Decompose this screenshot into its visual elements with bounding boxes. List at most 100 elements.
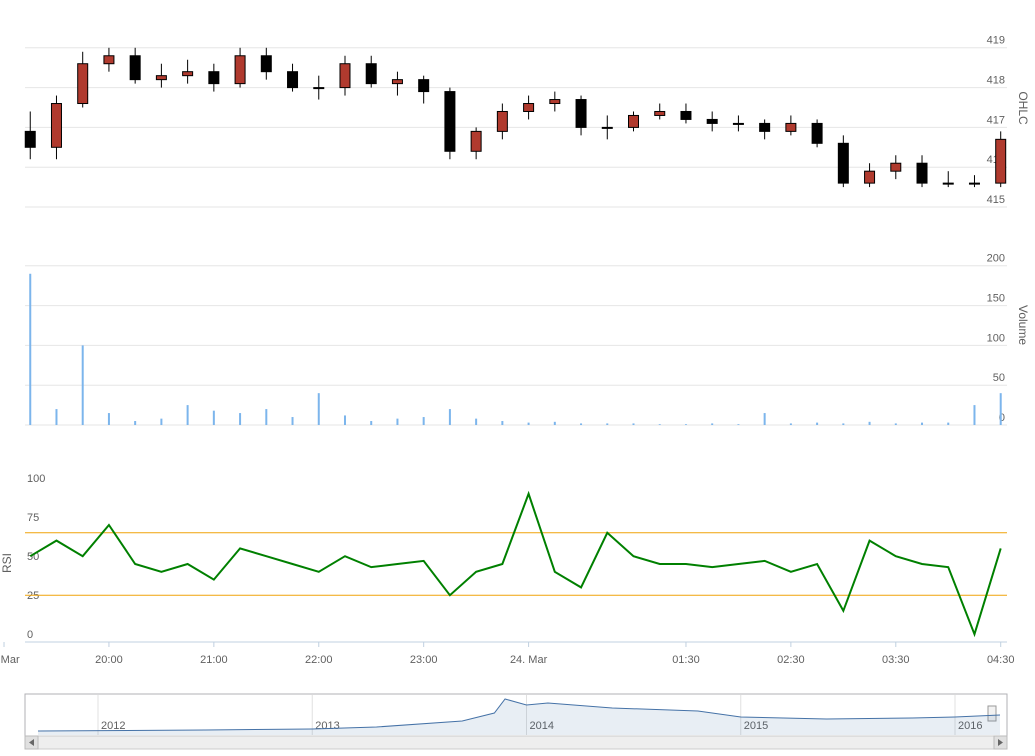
candle-body xyxy=(916,162,928,184)
candle-body xyxy=(234,55,246,85)
candle-body xyxy=(523,103,535,112)
volume-bar xyxy=(107,413,110,425)
x-tick-label: 04:30 xyxy=(987,654,1015,666)
scrollbar-track[interactable] xyxy=(24,735,1008,750)
y-tick-label: 418 xyxy=(987,75,1005,87)
candle-body xyxy=(260,55,272,73)
volume-bar xyxy=(658,424,661,425)
x-tick-label: 01:30 xyxy=(672,654,700,666)
candle-body xyxy=(890,162,902,172)
volume-bar xyxy=(160,418,163,425)
volume-bar xyxy=(134,421,137,425)
y-tick-label: 417 xyxy=(987,114,1005,126)
volume-bar xyxy=(737,424,740,425)
candle-body xyxy=(837,142,849,184)
candle-body xyxy=(77,63,89,105)
candle-body xyxy=(313,87,325,90)
volume-bar xyxy=(212,410,215,425)
volume-bar xyxy=(684,424,687,425)
candle-body xyxy=(496,110,508,132)
candle-body xyxy=(864,170,876,184)
volume-bar xyxy=(370,421,373,425)
candle-body xyxy=(365,63,377,85)
volume-bar xyxy=(422,417,425,425)
volume-bar xyxy=(527,422,530,425)
candle-body xyxy=(129,55,141,81)
candle-body xyxy=(942,182,954,185)
x-tick-label: 2015 xyxy=(744,720,768,732)
x-tick-label: 22:00 xyxy=(305,654,333,666)
volume-bar xyxy=(763,413,766,425)
volume-bar xyxy=(894,423,897,425)
volume-bar xyxy=(265,409,268,425)
candle-body xyxy=(208,71,220,85)
volume-bar xyxy=(553,421,556,425)
candle-body xyxy=(811,122,823,144)
x-tick-label: 2012 xyxy=(101,720,125,732)
volume-bar xyxy=(973,405,976,425)
x-tick-label: 3. Mar xyxy=(0,654,20,666)
y-tick-label: 0 xyxy=(27,629,33,641)
x-tick-label: 2014 xyxy=(529,720,553,732)
y-axis-title: OHLC xyxy=(1016,91,1030,125)
volume-bar xyxy=(396,418,399,425)
candle-body xyxy=(601,126,613,129)
x-tick-label: 23:00 xyxy=(410,654,438,666)
volume-bar xyxy=(816,422,819,425)
y-tick-label: 75 xyxy=(27,512,39,524)
candle-body xyxy=(654,110,666,116)
volume-bar xyxy=(448,409,451,425)
volume-bar xyxy=(868,421,871,425)
navigator-handle[interactable] xyxy=(987,705,997,722)
candle-body xyxy=(628,114,640,128)
x-tick-label: 20:00 xyxy=(95,654,123,666)
volume-bar xyxy=(606,423,609,425)
candle-body xyxy=(785,122,797,132)
volume-bar xyxy=(475,418,478,425)
x-tick-label: 21:00 xyxy=(200,654,228,666)
y-tick-label: 50 xyxy=(993,372,1005,384)
candle-body xyxy=(968,182,980,185)
volume-bar xyxy=(711,423,714,425)
volume-bar xyxy=(291,417,294,425)
volume-bar xyxy=(29,273,32,425)
x-tick-label: 03:30 xyxy=(882,654,910,666)
volume-bar xyxy=(186,405,189,425)
x-tick-label: 2016 xyxy=(958,720,982,732)
volume-bar xyxy=(81,345,84,425)
y-tick-label: 0 xyxy=(999,412,1005,424)
volume-bar xyxy=(921,422,924,425)
candle-body xyxy=(575,99,587,128)
y-tick-label: 200 xyxy=(987,253,1005,265)
y-axis-title: Volume xyxy=(1016,305,1030,345)
navigator-area xyxy=(38,699,1000,735)
navigator-line xyxy=(37,698,1001,732)
candle-body xyxy=(418,79,430,93)
volume-bar xyxy=(580,423,583,425)
volume-bar xyxy=(343,415,346,425)
candle-body xyxy=(995,138,1007,184)
y-tick-label: 50 xyxy=(27,551,39,563)
candle-body xyxy=(680,110,692,120)
candle-body xyxy=(155,75,167,81)
candle-body xyxy=(103,55,115,65)
candle-body xyxy=(759,122,771,132)
candle-body xyxy=(470,130,482,152)
candle-body xyxy=(339,63,351,89)
volume-bar xyxy=(842,423,845,425)
arrow xyxy=(29,739,34,746)
volume-bar xyxy=(999,393,1002,425)
candle-body xyxy=(444,91,456,152)
candle-body xyxy=(287,71,299,89)
volume-bar xyxy=(947,422,950,425)
candle-body xyxy=(706,118,718,124)
candle-body xyxy=(182,71,194,77)
candle-body xyxy=(391,79,403,85)
volume-bar xyxy=(632,423,635,425)
arrow xyxy=(998,739,1003,746)
y-tick-label: 100 xyxy=(27,473,45,485)
y-axis-title: RSI xyxy=(0,553,14,573)
candle-body xyxy=(732,122,744,125)
volume-bar xyxy=(239,413,242,425)
